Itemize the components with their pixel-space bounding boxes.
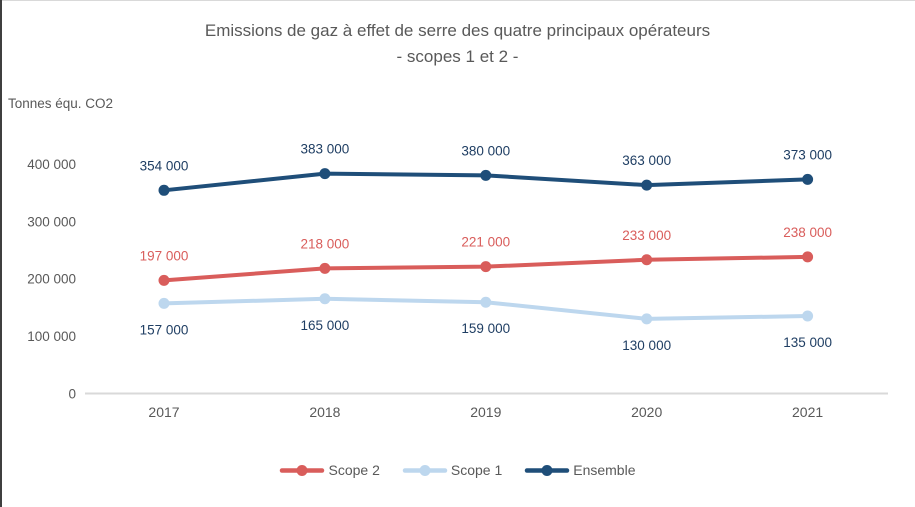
legend-item-scope-2: Scope 2 (279, 462, 380, 478)
y-tick-label-0: 0 (68, 387, 76, 402)
x-tick-label-2017: 2017 (148, 404, 179, 420)
y-tick-label-200-000: 200 000 (27, 272, 76, 287)
data-point-scope-2-2019 (480, 261, 492, 273)
legend-marker-scope-2-icon (280, 464, 325, 476)
data-label-scope-2-2021: 238 000 (783, 225, 832, 240)
left-border-line (0, 0, 2, 507)
data-label-scope-1-2017: 157 000 (140, 322, 189, 337)
data-point-scope-1-2020 (641, 313, 653, 325)
top-border-line (0, 0, 915, 1)
data-point-scope-1-2021 (802, 310, 814, 322)
data-label-scope-1-2021: 135 000 (783, 335, 832, 350)
legend-marker-ensemble-icon (524, 464, 570, 476)
data-label-ensemble-2020: 363 000 (622, 153, 671, 168)
data-point-ensemble-2017 (158, 184, 170, 196)
y-tick-label-400-000: 400 000 (27, 157, 76, 172)
legend-label-scope-2: Scope 2 (328, 462, 380, 478)
data-label-ensemble-2018: 383 000 (300, 142, 349, 157)
data-point-scope-2-2017 (158, 274, 170, 286)
legend-item-scope-1: Scope 1 (402, 462, 502, 478)
data-point-ensemble-2020 (641, 179, 653, 191)
chart-title-line1: Emissions de gaz à effet de serre des qu… (204, 21, 711, 40)
data-point-ensemble-2018 (319, 168, 331, 180)
chart-title-line2: - scopes 1 et 2 - (396, 47, 519, 66)
data-point-scope-2-2018 (319, 262, 331, 274)
legend-label-ensemble: Ensemble (573, 462, 636, 478)
data-label-ensemble-2019: 380 000 (461, 143, 510, 158)
legend-item-ensemble: Ensemble (524, 462, 636, 478)
data-point-scope-1-2018 (319, 293, 331, 305)
data-label-scope-2-2017: 197 000 (140, 248, 189, 263)
data-point-ensemble-2019 (480, 169, 492, 181)
data-label-scope-1-2020: 130 000 (622, 338, 671, 353)
data-label-scope-1-2018: 165 000 (300, 318, 349, 333)
legend-marker-dot (296, 464, 308, 476)
data-label-scope-2-2018: 218 000 (300, 236, 349, 251)
y-tick-label-100-000: 100 000 (27, 329, 76, 344)
data-point-scope-2-2020 (641, 254, 653, 266)
data-point-scope-2-2021 (802, 251, 814, 263)
legend-marker-dot (541, 464, 553, 476)
data-point-ensemble-2021 (802, 173, 814, 185)
legend-marker-dot (419, 464, 431, 476)
chart-title: Emissions de gaz à effet de serre des qu… (0, 18, 915, 70)
legend-label-scope-1: Scope 1 (450, 462, 503, 478)
x-tick-label-2019: 2019 (470, 404, 501, 420)
plot-area: 0 100 000 200 000 300 000 400 000 2017 2018 201… (27, 142, 888, 420)
data-label-ensemble-2021: 373 000 (783, 147, 832, 162)
x-tick-label-2018: 2018 (309, 404, 340, 420)
data-label-scope-2-2019: 221 000 (461, 235, 510, 250)
x-tick-label-2021: 2021 (792, 404, 823, 420)
data-label-scope-2-2020: 233 000 (622, 228, 671, 243)
x-tick-label-2020: 2020 (631, 404, 662, 420)
y-tick-label-300-000: 300 000 (27, 214, 76, 229)
data-label-ensemble-2017: 354 000 (140, 158, 189, 173)
y-axis-unit-label: Tonnes équ. CO2 (8, 96, 114, 111)
legend-marker-scope-1-icon (402, 464, 448, 476)
data-point-scope-1-2019 (480, 296, 492, 308)
data-point-scope-1-2017 (158, 297, 170, 309)
legend: Scope 2 Scope 1 Ensemble (0, 462, 915, 478)
data-label-scope-1-2019: 159 000 (461, 321, 510, 336)
